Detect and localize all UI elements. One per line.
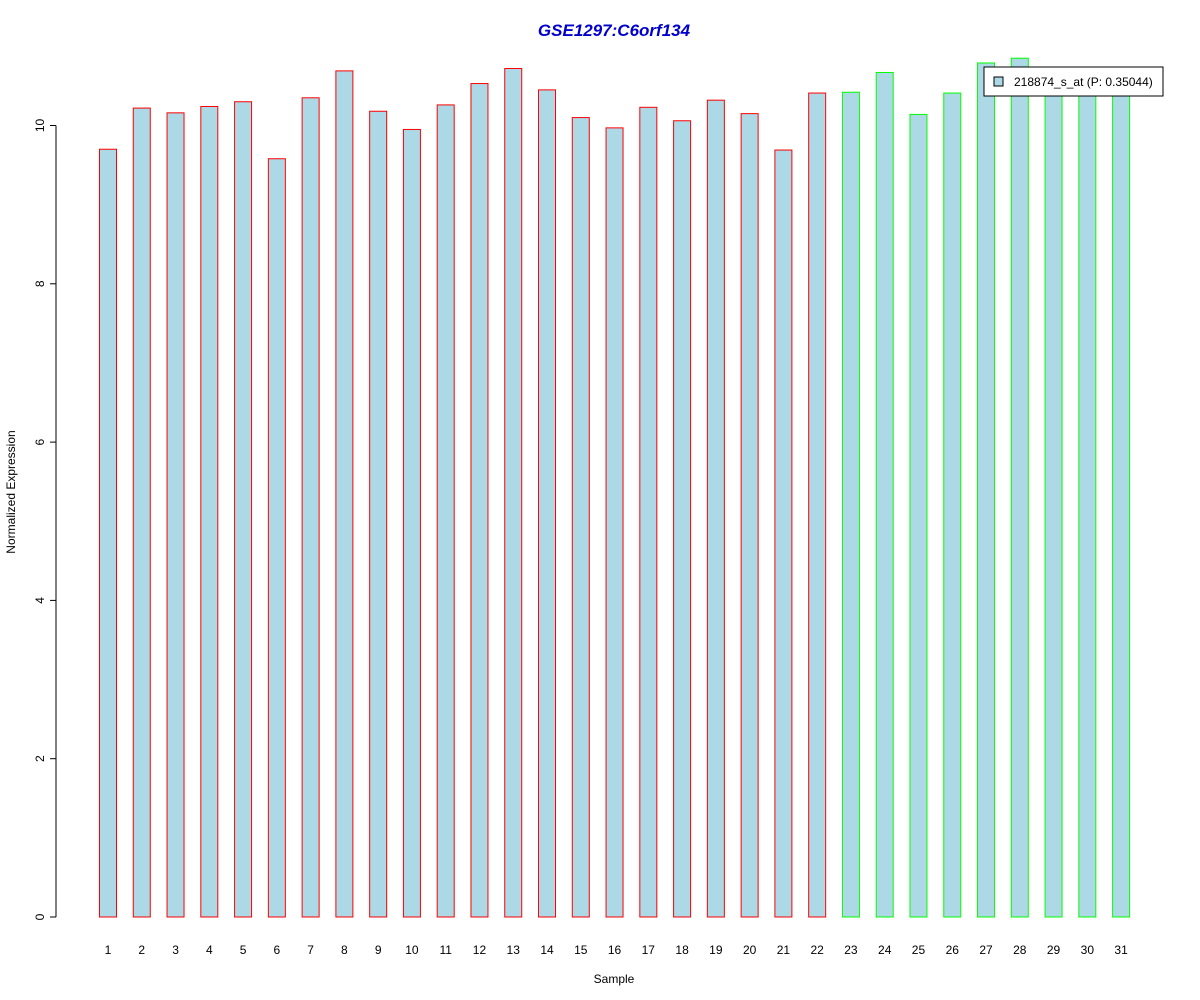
y-tick-label: 2 — [33, 755, 47, 762]
bar-sample-13 — [504, 68, 523, 918]
bar-sample-26 — [943, 92, 962, 918]
bar-sample-8 — [335, 70, 354, 918]
legend-label: 218874_s_at (P: 0.35044) — [1014, 75, 1153, 89]
x-tick-label: 30 — [1081, 943, 1095, 957]
x-tick-label: 23 — [844, 943, 858, 957]
x-tick-label: 13 — [507, 943, 521, 957]
x-tick-label: 28 — [1013, 943, 1027, 957]
legend-box — [983, 66, 1164, 97]
bar-sample-20 — [740, 113, 759, 918]
bar-sample-31 — [1112, 93, 1131, 918]
x-tick-label: 27 — [979, 943, 993, 957]
bar-sample-19 — [706, 99, 725, 918]
bar-sample-22 — [808, 92, 827, 918]
x-tick-label: 1 — [105, 943, 112, 957]
x-tick-label: 3 — [172, 943, 179, 957]
chart-title: GSE1297:C6orf134 — [538, 21, 691, 40]
bar-sample-4 — [200, 106, 219, 918]
y-axis: 0 2 4 6 8 10 — [33, 119, 57, 920]
bar-sample-16 — [605, 127, 624, 918]
bar-sample-23 — [841, 91, 860, 918]
y-tick-label: 10 — [33, 119, 47, 133]
x-tick-label: 7 — [307, 943, 314, 957]
x-tick-label: 9 — [375, 943, 382, 957]
bar-sample-21 — [774, 149, 793, 918]
x-tick-label: 17 — [642, 943, 656, 957]
x-tick-label: 14 — [540, 943, 554, 957]
bar-sample-9 — [369, 110, 388, 918]
bars-group — [99, 57, 1131, 918]
bar-sample-5 — [234, 101, 253, 918]
x-tick-label: 20 — [743, 943, 757, 957]
bar-sample-1 — [99, 148, 117, 918]
bar-sample-18 — [673, 120, 692, 918]
x-tick-label: 12 — [473, 943, 487, 957]
x-tick-label: 26 — [946, 943, 960, 957]
y-tick-label: 4 — [33, 597, 47, 604]
x-axis-title: Sample — [594, 972, 635, 986]
bar-sample-7 — [301, 97, 320, 918]
x-tick-label: 8 — [341, 943, 348, 957]
y-tick-label: 0 — [33, 913, 47, 920]
x-tick-label: 16 — [608, 943, 622, 957]
x-tick-labels: 1 2 3 4 5 6 7 8 9 10 11 12 13 14 15 16 17 18 19 20 21 22 23 24 2… — [105, 943, 1128, 957]
x-tick-label: 19 — [709, 943, 723, 957]
x-tick-label: 18 — [675, 943, 689, 957]
y-tick-label: 6 — [33, 438, 47, 445]
x-tick-label: 24 — [878, 943, 892, 957]
bar-sample-6 — [267, 158, 286, 918]
bar-sample-30 — [1078, 93, 1097, 918]
x-tick-label: 5 — [240, 943, 247, 957]
x-tick-label: 25 — [912, 943, 926, 957]
x-tick-label: 31 — [1114, 943, 1128, 957]
x-tick-label: 15 — [574, 943, 588, 957]
bar-sample-11 — [436, 104, 455, 918]
y-tick-label: 8 — [33, 280, 47, 287]
x-tick-label: 29 — [1047, 943, 1061, 957]
bar-sample-2 — [132, 107, 151, 918]
x-tick-label: 11 — [439, 943, 452, 957]
bar-sample-25 — [909, 113, 928, 918]
bar-sample-14 — [538, 89, 557, 918]
x-tick-label: 10 — [405, 943, 419, 957]
bar-sample-27 — [977, 62, 996, 918]
bar-sample-10 — [402, 128, 421, 918]
bar-sample-3 — [166, 112, 185, 918]
bar-sample-17 — [639, 106, 658, 918]
bar-sample-12 — [470, 83, 489, 918]
bar-sample-29 — [1044, 93, 1063, 918]
bar-sample-15 — [571, 117, 590, 918]
x-tick-label: 2 — [138, 943, 145, 957]
legend: 218874_s_at (P: 0.35044) — [983, 66, 1164, 97]
legend-swatch — [993, 76, 1004, 87]
bar-sample-28 — [1010, 57, 1029, 918]
x-tick-label: 21 — [777, 943, 791, 957]
bar-sample-24 — [875, 71, 894, 918]
y-axis-title: Normalized Expression — [4, 430, 18, 553]
x-tick-label: 4 — [206, 943, 213, 957]
x-tick-label: 6 — [274, 943, 281, 957]
x-tick-label: 22 — [810, 943, 824, 957]
